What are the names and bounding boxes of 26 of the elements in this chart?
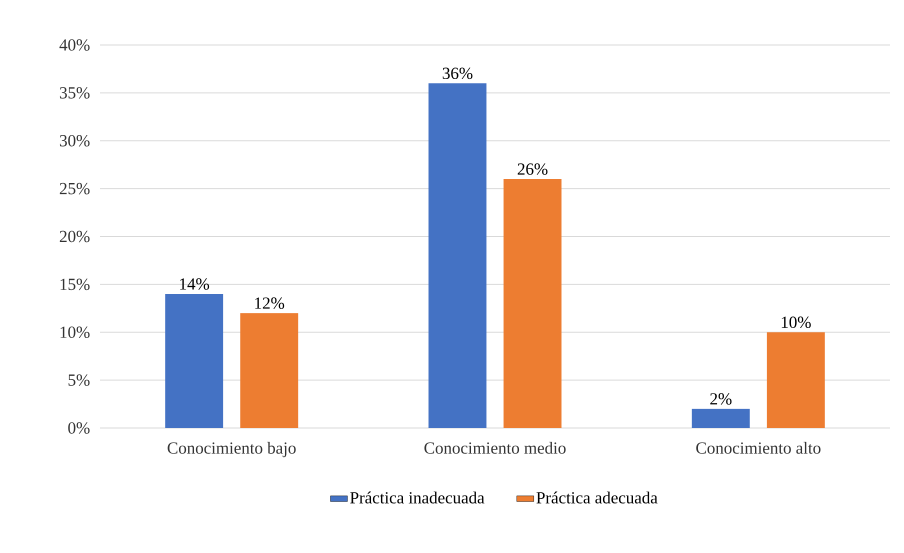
y-tick-label: 30% (60, 135, 90, 146)
data-label: 26% (518, 163, 548, 175)
x-tick-label: Conocimiento bajo (168, 442, 296, 458)
y-tick-label: 5% (68, 374, 90, 386)
bar (692, 408, 750, 428)
legend-label: Práctica inadecuada (350, 492, 484, 504)
bar (766, 332, 825, 428)
data-label: 10% (782, 316, 811, 328)
x-tick-label: Conocimiento alto (696, 442, 821, 454)
x-tick-label: Conocimiento medio (424, 442, 566, 454)
y-tick-label: 35% (60, 87, 90, 99)
y-tick-label: 10% (60, 326, 90, 338)
bar (504, 179, 562, 428)
data-label: 14% (180, 278, 210, 290)
data-label: 2% (710, 393, 732, 405)
y-tick-label: 15% (60, 278, 90, 290)
bar (428, 83, 486, 428)
y-tick-label: 25% (60, 182, 90, 194)
legend-label: Práctica adecuada (536, 492, 658, 504)
bar (240, 313, 298, 428)
data-label: 12% (255, 297, 284, 309)
y-tick-label: 20% (60, 230, 90, 242)
y-tick-label: 0% (68, 422, 90, 434)
bar (165, 294, 224, 428)
y-tick-label: 40% (59, 39, 90, 51)
data-label: 36% (442, 68, 472, 80)
